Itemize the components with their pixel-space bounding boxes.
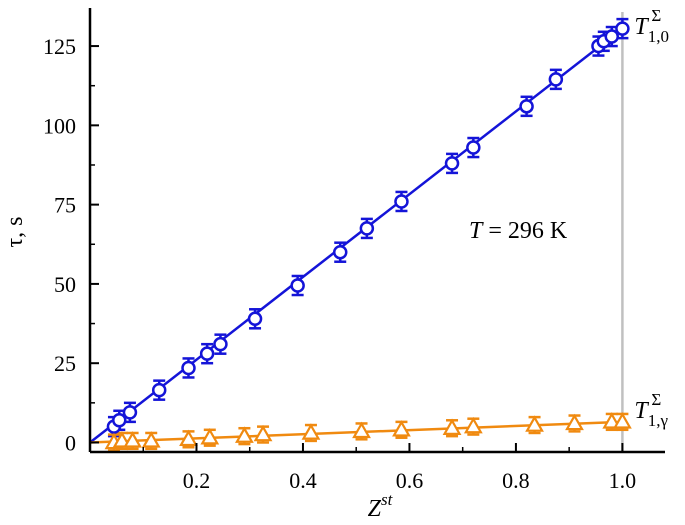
series-label-1: T1,γΣ bbox=[634, 390, 668, 430]
data-point-circle bbox=[247, 311, 263, 327]
data-point-triangle bbox=[442, 418, 462, 435]
data-point-circle bbox=[199, 346, 215, 361]
y-tick-label: 25 bbox=[54, 351, 76, 376]
y-tick-label: 125 bbox=[43, 34, 76, 59]
axes bbox=[88, 8, 665, 454]
data-markers bbox=[104, 21, 632, 450]
x-tick-label: 0.8 bbox=[502, 468, 530, 493]
data-point-triangle bbox=[352, 421, 371, 439]
data-point-circle bbox=[151, 382, 167, 398]
labels: 0 25 50 75 100 125 0.2 0.4 0.6 0.8 1.0 Zst τ, s T = 2… bbox=[2, 6, 669, 522]
x-tick-label: 0.6 bbox=[396, 468, 424, 493]
data-point-circle bbox=[112, 413, 127, 428]
data-point-circle bbox=[444, 156, 460, 171]
data-point-circle bbox=[519, 99, 534, 114]
fit-line-0 bbox=[89, 27, 624, 444]
data-point-triangle bbox=[613, 412, 632, 429]
x-tick-label: 0.4 bbox=[289, 468, 317, 493]
y-tick-label: 75 bbox=[54, 193, 76, 218]
data-point-triangle bbox=[123, 431, 142, 448]
data-point-circle bbox=[548, 72, 564, 87]
y-tick-label: 100 bbox=[43, 113, 76, 138]
data-point-circle bbox=[615, 21, 630, 36]
y-axis-title: τ, s bbox=[2, 217, 28, 248]
x-tick-label: 0.2 bbox=[183, 468, 211, 493]
data-point-triangle bbox=[463, 416, 483, 434]
data-point-triangle bbox=[141, 431, 161, 448]
series-label-0: T1,0Σ bbox=[634, 6, 669, 46]
data-point-triangle bbox=[565, 413, 584, 431]
data-point-triangle bbox=[525, 415, 544, 432]
x-tick-label: 1.0 bbox=[609, 468, 637, 493]
x-axis-title: Zst bbox=[368, 490, 394, 522]
data-point-circle bbox=[122, 405, 138, 420]
data-point-triangle bbox=[179, 429, 198, 447]
temperature-annotation: T = 296 K bbox=[469, 218, 568, 244]
y-tick-label: 50 bbox=[54, 272, 76, 297]
data-point-circle bbox=[359, 221, 375, 236]
data-point-triangle bbox=[301, 423, 321, 440]
data-point-circle bbox=[332, 244, 348, 260]
data-point-triangle bbox=[200, 428, 220, 445]
data-point-circle bbox=[604, 29, 620, 44]
data-point-triangle bbox=[392, 420, 411, 437]
data-point-triangle bbox=[253, 424, 273, 442]
y-tick-label: 0 bbox=[65, 430, 76, 455]
data-point-circle bbox=[466, 140, 481, 155]
data-point-triangle bbox=[602, 412, 622, 429]
data-point-circle bbox=[394, 194, 409, 209]
data-point-triangle bbox=[235, 426, 254, 443]
data-point-circle bbox=[213, 336, 228, 352]
data-point-circle bbox=[181, 360, 196, 376]
data-point-triangle bbox=[112, 431, 132, 448]
data-point-circle bbox=[290, 278, 305, 293]
